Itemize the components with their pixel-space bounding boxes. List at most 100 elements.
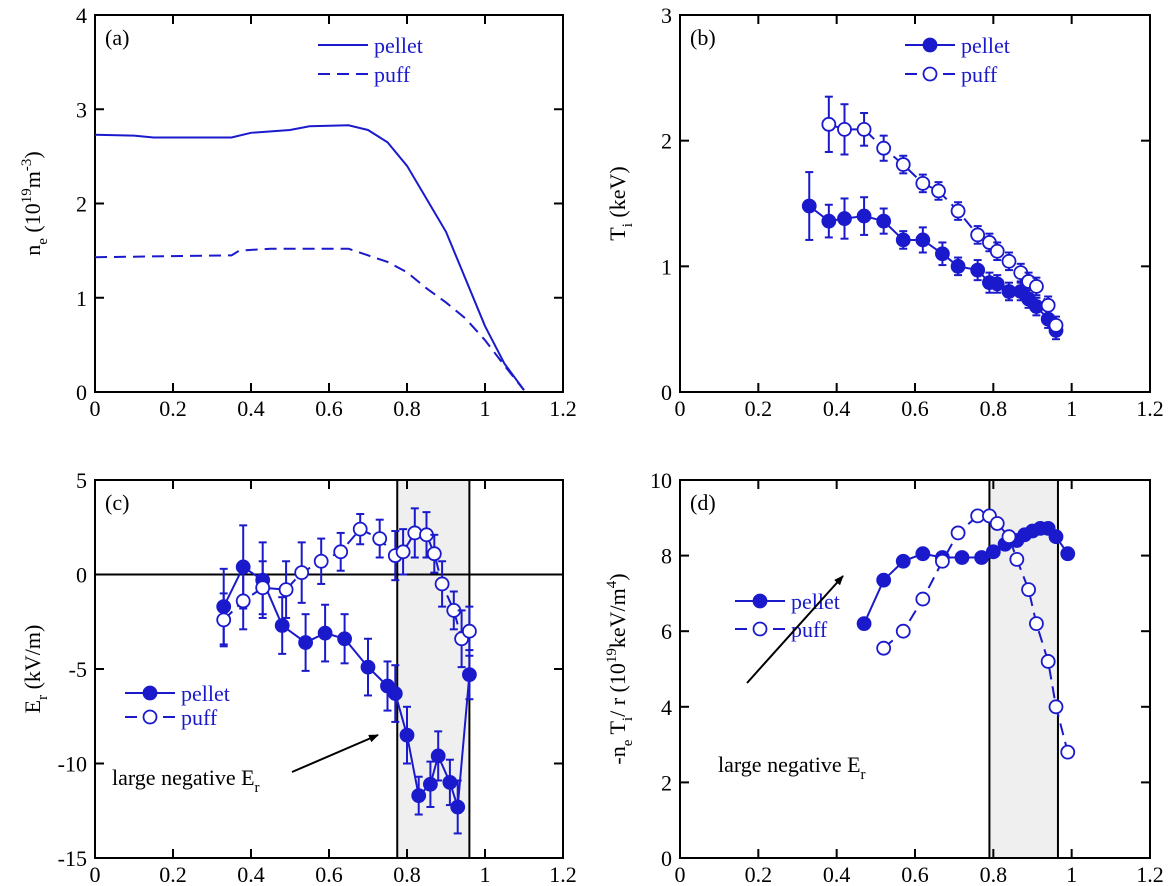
data-point xyxy=(387,686,403,701)
x-tick-label: 0.8 xyxy=(393,396,421,421)
text-part: n xyxy=(20,245,45,256)
text-part: T xyxy=(605,720,630,739)
data-point xyxy=(461,623,477,639)
y-tick-label: 3 xyxy=(661,3,672,28)
data-point xyxy=(274,618,290,633)
x-tick-label: 0.2 xyxy=(745,396,773,421)
x-tick-label: 0.4 xyxy=(823,862,851,886)
y-tick-label: -10 xyxy=(58,752,87,777)
text-part: -3 xyxy=(19,159,35,172)
legend-marker xyxy=(922,37,938,53)
data-point xyxy=(821,116,837,132)
data-point xyxy=(974,550,989,565)
legend-label: puff xyxy=(791,617,828,642)
data-point xyxy=(876,640,892,656)
x-tick-label: 1 xyxy=(480,862,491,886)
y-tick-label: 0 xyxy=(76,380,87,405)
data-point xyxy=(399,727,415,743)
y-tick-label: 0 xyxy=(661,380,672,405)
data-point xyxy=(313,553,329,569)
data-point xyxy=(931,183,946,199)
text-part: m xyxy=(20,171,45,188)
y-tick-label: 2 xyxy=(661,770,672,795)
data-point xyxy=(1029,616,1044,632)
data-point xyxy=(1009,551,1025,567)
data-point xyxy=(360,659,376,675)
data-point xyxy=(935,246,950,262)
text-part: (10 xyxy=(20,203,45,238)
x-tick-label: 0.6 xyxy=(315,396,343,421)
x-tick-label: 0.6 xyxy=(315,862,343,886)
data-point xyxy=(333,544,349,560)
x-tick-label: 0.6 xyxy=(901,396,929,421)
data-point xyxy=(278,582,294,598)
plot-frame xyxy=(94,14,564,393)
data-point xyxy=(235,593,251,609)
legend-label: pellet xyxy=(181,681,230,706)
y-tick-label: 1 xyxy=(661,254,672,279)
series-line xyxy=(883,514,1069,753)
data-point xyxy=(895,232,911,248)
data-point xyxy=(989,243,1005,259)
text-part: 4 xyxy=(604,580,620,588)
x-tick-label: 0 xyxy=(90,396,101,421)
data-point xyxy=(935,553,950,569)
data-point xyxy=(298,635,314,650)
data-point xyxy=(216,612,232,628)
data-point xyxy=(450,799,466,815)
data-point xyxy=(255,580,271,596)
x-tick-label: 1.2 xyxy=(549,862,577,886)
data-point xyxy=(1060,546,1076,562)
data-point xyxy=(442,775,458,790)
panel-label: (a) xyxy=(105,25,129,50)
data-point xyxy=(876,213,892,229)
x-tick-label: 0 xyxy=(675,862,686,886)
y-tick-label: 5 xyxy=(76,468,87,493)
text-part: r xyxy=(35,695,51,700)
data-point xyxy=(434,576,450,592)
data-point xyxy=(372,531,388,546)
data-point xyxy=(422,776,438,792)
data-point xyxy=(950,258,966,274)
legend-label: pellet xyxy=(961,33,1010,58)
legend-marker xyxy=(922,66,938,82)
legend-marker xyxy=(752,621,768,637)
data-point xyxy=(1029,279,1044,294)
plot-frame xyxy=(679,14,1151,393)
text-part: ) xyxy=(20,151,45,158)
x-tick-label: 0.2 xyxy=(745,862,773,886)
y-tick-label: 6 xyxy=(661,619,672,644)
y-tick-label: 8 xyxy=(661,544,672,569)
data-point xyxy=(954,550,970,565)
data-point xyxy=(915,232,931,248)
text-part: i xyxy=(620,717,636,721)
legend-label: puff xyxy=(374,62,411,87)
legend-label: pellet xyxy=(791,589,840,614)
data-point xyxy=(876,572,892,588)
x-tick-label: 0.2 xyxy=(159,396,187,421)
data-point xyxy=(395,544,411,560)
legend-marker xyxy=(142,709,158,725)
y-tick-label: 0 xyxy=(661,846,672,871)
data-point xyxy=(876,140,892,156)
x-tick-label: 0.6 xyxy=(901,862,929,886)
panel-label: (d) xyxy=(690,490,716,515)
text-part: 19 xyxy=(604,648,620,663)
annotation: large negative Er xyxy=(112,765,260,796)
text-part: large negative E xyxy=(112,765,255,790)
data-point xyxy=(1060,744,1076,760)
data-point xyxy=(915,546,931,562)
data-point xyxy=(985,544,1001,560)
data-point xyxy=(1001,529,1017,545)
text-part: r xyxy=(861,767,866,783)
y-tick-label: 2 xyxy=(76,192,87,217)
x-tick-label: 1 xyxy=(480,396,491,421)
y-axis-label: Ti (keV) xyxy=(605,166,636,240)
x-tick-label: 0 xyxy=(675,396,686,421)
y-axis-label: Er (kV/m) xyxy=(20,625,51,714)
data-point xyxy=(970,262,986,278)
text-part: keV/m xyxy=(605,588,630,648)
series-line xyxy=(94,247,525,391)
plot-frame xyxy=(679,479,1151,859)
